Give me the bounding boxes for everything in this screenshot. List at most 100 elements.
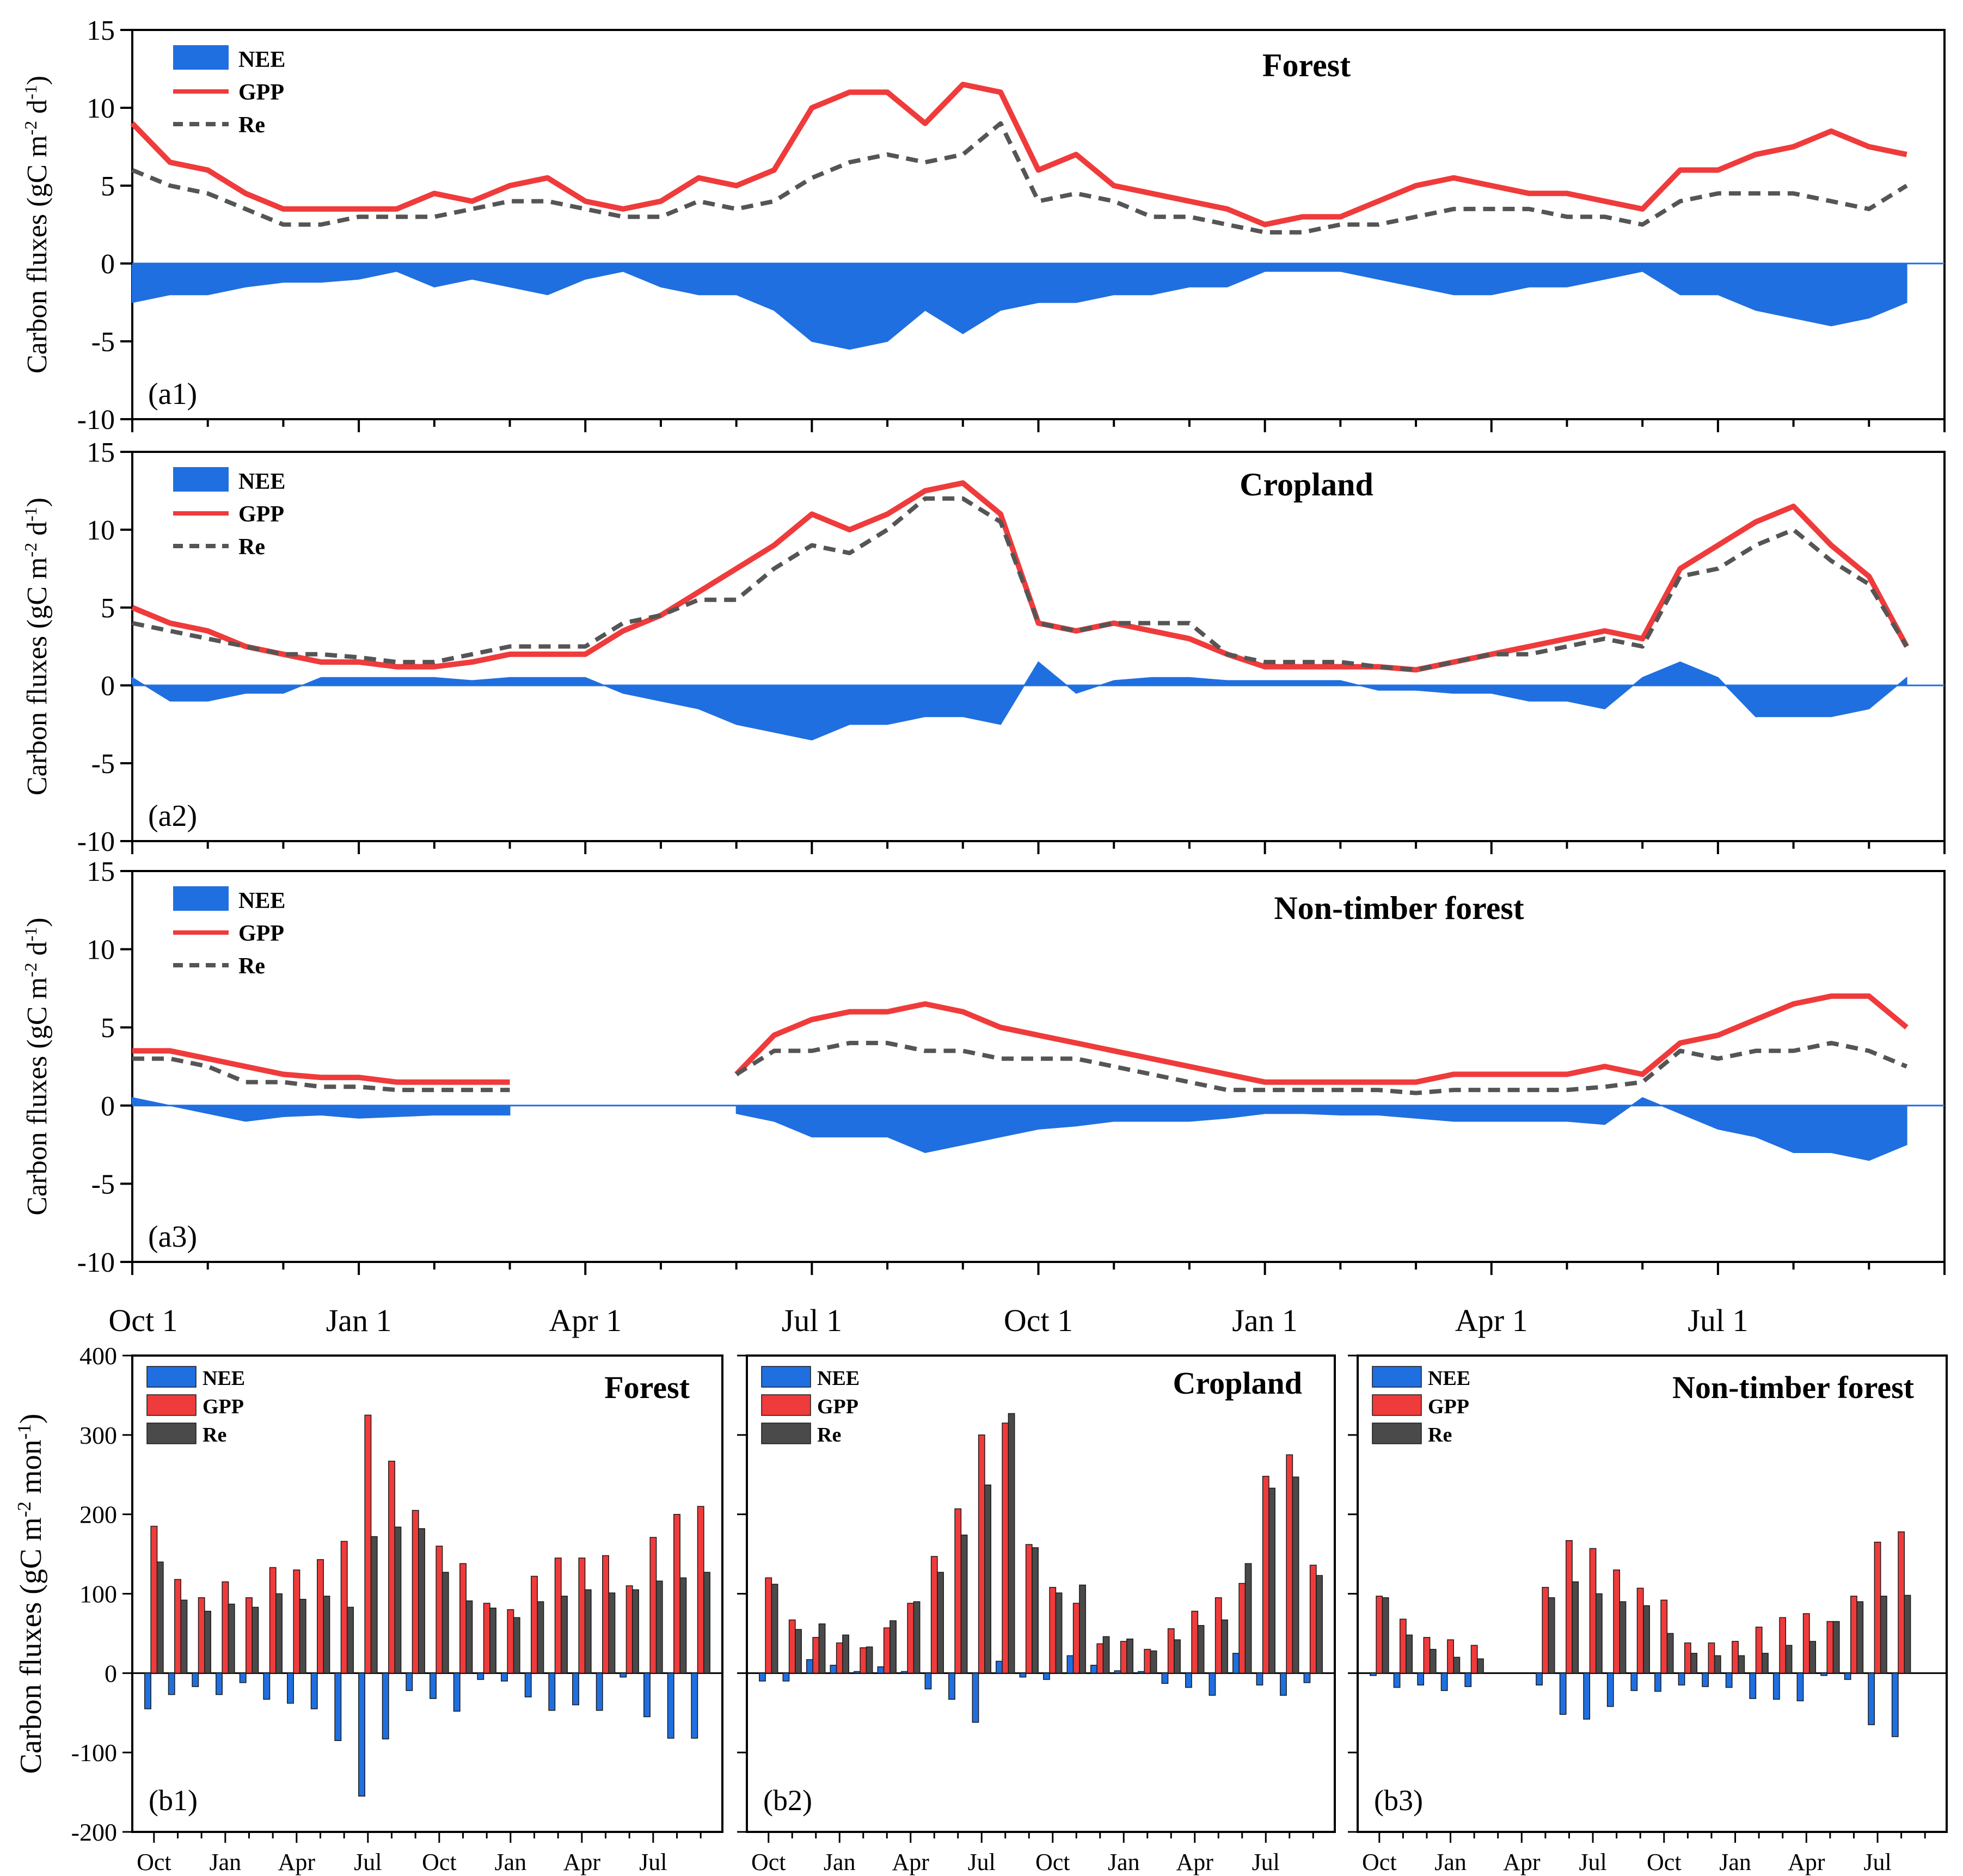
- bar-gpp: [1732, 1641, 1739, 1674]
- bar-nee: [430, 1672, 437, 1699]
- gpp-line: [132, 993, 1909, 1085]
- panel-b1: Oct Jan Apr Jul Oct Jan Apr Jul 400 300 200 100 0 -10…: [14, 1342, 723, 1875]
- bar-gpp: [1898, 1531, 1905, 1674]
- bar-nee: [830, 1665, 837, 1674]
- timeseries-panels: 15 10 5 0 -5 -10 Forest (a1) NEE GPP Re Carbon flux…: [21, 15, 1946, 1338]
- bar-re: [1762, 1653, 1769, 1674]
- bar-re: [1548, 1597, 1555, 1674]
- x-tick-label: Apr: [892, 1849, 930, 1875]
- bar-gpp: [317, 1559, 324, 1674]
- y-tick-label: 15: [87, 856, 115, 887]
- bar-nee: [972, 1672, 979, 1723]
- legend: NEE GPP Re: [173, 45, 285, 138]
- bar-gpp: [1826, 1621, 1834, 1674]
- x-tick-label: Jul: [968, 1849, 996, 1875]
- bar-re: [818, 1623, 826, 1674]
- bar-gpp: [1167, 1628, 1175, 1674]
- bar-gpp: [364, 1414, 372, 1674]
- bar-gpp: [765, 1577, 772, 1674]
- bar-gpp: [1144, 1648, 1151, 1674]
- bar-nee: [1161, 1672, 1169, 1684]
- bar-re: [1453, 1657, 1461, 1674]
- bar-gpp: [459, 1563, 467, 1674]
- bar-gpp: [483, 1603, 490, 1674]
- bar-re: [679, 1577, 687, 1674]
- date-tick-label: Oct 1: [108, 1303, 177, 1338]
- bar-re: [180, 1599, 188, 1674]
- bar-nee: [1820, 1672, 1827, 1676]
- panel-a2: 15 10 5 0 -5 -10 Cropland (a2) NEE GPP Re Carbon fl…: [21, 437, 1946, 857]
- legend: NEE GPP Re: [173, 467, 285, 560]
- bar-re: [1055, 1592, 1063, 1674]
- legend-label-re: Re: [203, 1424, 226, 1446]
- legend-swatch-nee: [761, 1366, 811, 1388]
- bar-nee: [1654, 1672, 1661, 1692]
- bar-nee: [1043, 1672, 1050, 1680]
- legend-swatch-gpp: [761, 1394, 811, 1416]
- bar-gpp: [340, 1541, 348, 1674]
- bar-re: [299, 1598, 306, 1674]
- bar-re: [513, 1617, 520, 1674]
- bar-nee: [1303, 1672, 1311, 1683]
- bar-nee: [263, 1672, 271, 1700]
- x-tick-label: Apr: [1788, 1849, 1825, 1875]
- bar-re: [1197, 1625, 1205, 1674]
- bar-re: [1126, 1638, 1133, 1674]
- x-tick-label: Jan: [495, 1849, 527, 1875]
- y-tick-label: 15: [87, 437, 115, 468]
- bar-gpp: [812, 1636, 820, 1674]
- bar-nee: [877, 1666, 885, 1674]
- bar-nee: [406, 1672, 413, 1691]
- bar-nee: [691, 1672, 698, 1739]
- nee-area: [132, 1097, 511, 1122]
- bar-nee: [1583, 1672, 1591, 1720]
- panel-a3: 15 10 5 0 -5 -10 Non-timber forest (a3) NEE GPP Re…: [21, 856, 1946, 1278]
- y-axis-label: Carbon fluxes (gC m-2 d-1): [21, 498, 53, 795]
- bar-gpp: [150, 1525, 158, 1674]
- bar-re: [347, 1607, 354, 1674]
- bar-re: [1904, 1595, 1911, 1674]
- y-tick-label: -200: [71, 1818, 117, 1846]
- bar-nee: [334, 1672, 342, 1742]
- bar-gpp: [1542, 1587, 1549, 1674]
- y-tick-label: 10: [87, 935, 115, 966]
- bar-re: [1316, 1575, 1323, 1674]
- date-tick-label: Jul 1: [782, 1303, 842, 1338]
- bar-gpp: [954, 1508, 962, 1674]
- bar-re: [1643, 1605, 1650, 1674]
- bar-re: [632, 1589, 639, 1674]
- x-tick-label: Jul: [1579, 1849, 1606, 1875]
- bar-re: [655, 1580, 663, 1674]
- x-tick-label: Oct: [137, 1849, 171, 1875]
- legend-label-re: Re: [238, 113, 265, 138]
- bar-gpp: [222, 1581, 229, 1674]
- bar-gpp: [1447, 1639, 1454, 1674]
- bar-gpp: [836, 1642, 843, 1674]
- bar-re: [1856, 1601, 1864, 1674]
- y-tick-label: 300: [79, 1421, 117, 1449]
- bar-nee: [643, 1672, 651, 1718]
- legend-swatch-nee: [173, 467, 229, 492]
- bar-gpp: [1684, 1642, 1691, 1674]
- legend-swatch-nee: [1372, 1366, 1422, 1388]
- bar-gpp: [269, 1567, 277, 1674]
- bar-nee: [1559, 1672, 1567, 1715]
- x-tick-label: Oct: [422, 1849, 457, 1875]
- bar-nee: [1844, 1672, 1851, 1680]
- bar-re: [1572, 1581, 1579, 1674]
- bar-gpp: [1589, 1548, 1597, 1674]
- bar-re: [584, 1589, 592, 1674]
- bar-nee: [1440, 1672, 1448, 1691]
- bar-gpp: [930, 1556, 938, 1674]
- bar-re: [1406, 1634, 1413, 1674]
- legend-label-re: Re: [238, 954, 265, 979]
- bar-re: [1832, 1621, 1840, 1674]
- x-tick-label: Apr: [1176, 1849, 1214, 1875]
- bar-nee: [948, 1672, 955, 1700]
- y-tick-label: 10: [87, 93, 115, 124]
- bar-nee: [168, 1672, 175, 1695]
- bar-gpp: [1850, 1596, 1857, 1674]
- bar-nee: [1138, 1671, 1145, 1674]
- bar-re: [561, 1596, 568, 1674]
